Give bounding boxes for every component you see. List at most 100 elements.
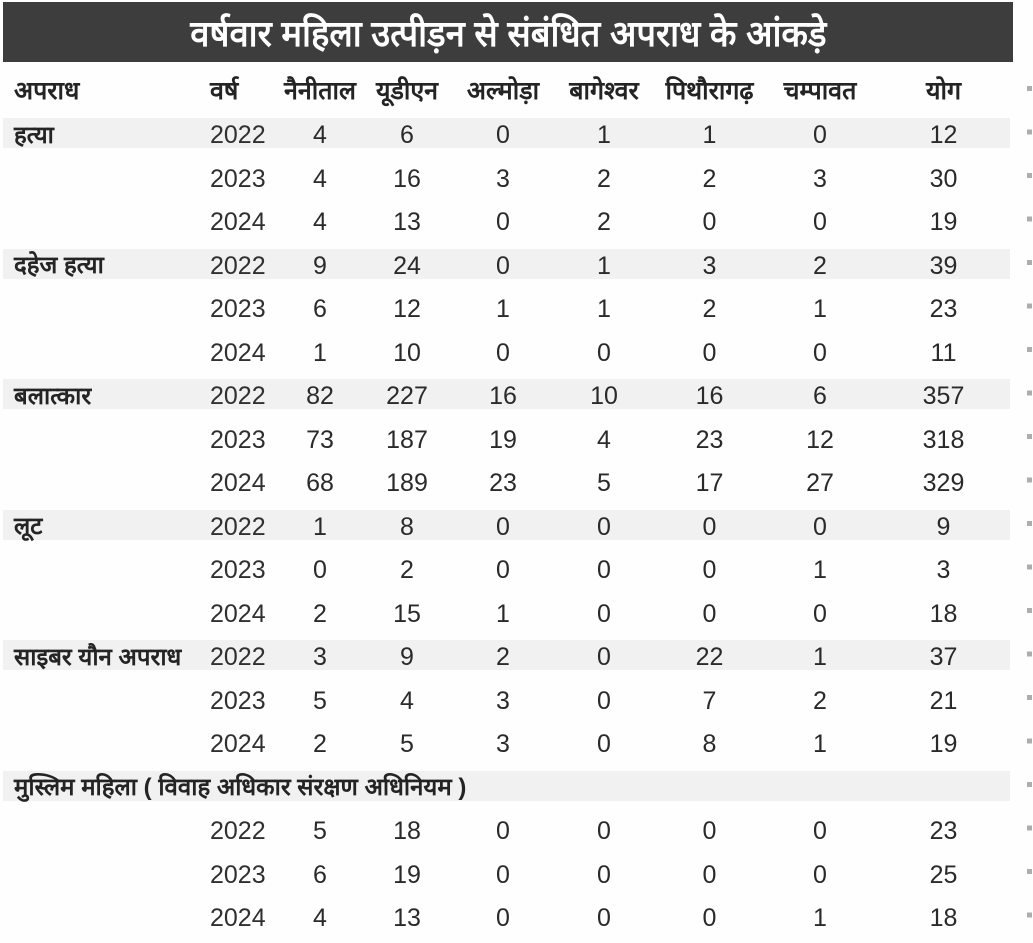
value-cell: 0	[597, 904, 611, 933]
year-cell: 2022	[210, 643, 266, 672]
value-cell: 11	[930, 338, 957, 367]
table-header-row: अपराध वर्ष नैनीताल यूडीएन अल्मोड़ा बागेश्वर पि…	[3, 68, 1010, 114]
value-cell: 1	[597, 251, 611, 280]
value-cell: 3	[702, 251, 717, 280]
value-cell: 357	[922, 382, 965, 411]
value-cell: 5	[400, 730, 414, 759]
value-cell: 8	[702, 730, 717, 759]
column-header: वर्ष	[210, 76, 239, 105]
value-cell: 73	[306, 425, 334, 454]
value-cell: 5	[313, 817, 327, 846]
value-cell: 9	[936, 512, 951, 541]
crime-name: हत्या	[14, 121, 54, 149]
value-cell: 227	[386, 382, 428, 411]
value-cell: 0	[702, 860, 717, 889]
value-cell: 0	[597, 730, 611, 759]
value-cell: 0	[702, 904, 717, 933]
value-cell: 0	[702, 208, 717, 237]
value-cell: 0	[813, 817, 827, 846]
value-cell: 2	[702, 164, 717, 193]
value-cell: 6	[313, 860, 327, 889]
year-cell: 2022	[210, 382, 266, 411]
value-cell: 2	[813, 686, 827, 715]
value-cell: 1	[702, 121, 717, 150]
table-row: 2024 1 10 0 0 0 0 11	[3, 332, 1010, 376]
table-row: बलात्कार 2022 82 227 16 10 16 6 357	[3, 375, 1010, 419]
table-body: हत्या 2022 4 6 0 1 1 0 12 2023 4 16 3 2 2 3 30 2024 4 13 0 2 0…	[3, 114, 1010, 941]
year-cell: 2023	[210, 556, 266, 585]
value-cell: 0	[597, 643, 611, 672]
value-cell: 329	[922, 469, 965, 498]
year-cell: 2023	[210, 860, 266, 889]
value-cell: 318	[922, 425, 965, 454]
title-banner: वर्षवार महिला उत्पीड़न से संबंधित अपराध …	[3, 2, 1013, 62]
value-cell: 68	[306, 469, 334, 498]
crime-name: बलात्कार	[14, 382, 92, 410]
value-cell: 0	[702, 817, 717, 846]
value-cell: 0	[813, 338, 827, 367]
value-cell: 189	[386, 469, 428, 498]
value-cell: 0	[496, 338, 510, 367]
value-cell: 6	[813, 382, 827, 411]
table-row: 2022 5 18 0 0 0 0 23	[3, 810, 1010, 854]
value-cell: 1	[597, 295, 611, 324]
value-cell: 1	[496, 295, 510, 324]
value-cell: 1	[597, 121, 611, 150]
year-cell: 2024	[210, 208, 266, 237]
table-row: 2023 73 187 19 4 23 12 318	[3, 419, 1010, 463]
value-cell: 1	[813, 730, 827, 759]
value-cell: 2	[597, 164, 611, 193]
crime-name: लूट	[14, 513, 43, 541]
value-cell: 187	[386, 425, 428, 454]
value-cell: 2	[313, 599, 327, 628]
value-cell: 13	[393, 208, 421, 237]
value-cell: 23	[695, 425, 724, 454]
value-cell: 7	[702, 686, 717, 715]
value-cell: 0	[496, 817, 510, 846]
value-cell: 5	[313, 686, 327, 715]
value-cell: 19	[393, 860, 421, 889]
value-cell: 4	[313, 164, 327, 193]
value-cell: 4	[597, 425, 611, 454]
value-cell: 19	[929, 208, 958, 237]
value-cell: 0	[813, 512, 827, 541]
crime-name: दहेज हत्या	[14, 252, 104, 280]
value-cell: 4	[313, 121, 327, 150]
value-cell: 3	[813, 164, 827, 193]
value-cell: 1	[313, 338, 327, 367]
year-cell: 2023	[210, 686, 266, 715]
table-row: 2023 0 2 0 0 0 1 3	[3, 549, 1010, 593]
table-row: साइबर यौन अपराध 2022 3 9 2 0 22 1 37	[3, 636, 1010, 680]
value-cell: 3	[313, 643, 327, 672]
value-cell: 2	[597, 208, 611, 237]
value-cell: 1	[813, 556, 827, 585]
value-cell: 13	[393, 904, 421, 933]
table-row: 2023 4 16 3 2 2 3 30	[3, 158, 1010, 202]
column-header: अपराध	[14, 76, 80, 105]
crime-group-label-row: मुस्लिम महिला ( विवाह अधिकार संरक्षण अधि…	[3, 766, 1010, 810]
value-cell: 1	[813, 904, 827, 933]
value-cell: 2	[313, 730, 327, 759]
table-row: 2024 2 5 3 0 8 1 19	[3, 723, 1010, 767]
year-cell: 2024	[210, 730, 266, 759]
value-cell: 0	[313, 556, 327, 585]
value-cell: 10	[590, 382, 618, 411]
adjacent-column-text-artifact	[1027, 86, 1032, 936]
table-row: 2023 5 4 3 0 7 2 21	[3, 680, 1010, 724]
value-cell: 12	[393, 295, 421, 324]
value-cell: 2	[400, 556, 414, 585]
value-cell: 0	[496, 556, 510, 585]
year-cell: 2022	[210, 817, 266, 846]
year-cell: 2024	[210, 469, 266, 498]
value-cell: 0	[597, 556, 611, 585]
value-cell: 0	[597, 338, 611, 367]
value-cell: 23	[929, 295, 958, 324]
value-cell: 1	[813, 643, 827, 672]
table-row: दहेज हत्या 2022 9 24 0 1 3 2 39	[3, 244, 1010, 288]
value-cell: 19	[929, 730, 958, 759]
crime-name: साइबर यौन अपराध	[14, 643, 182, 671]
value-cell: 15	[393, 599, 421, 628]
value-cell: 4	[313, 208, 327, 237]
value-cell: 25	[929, 860, 958, 889]
